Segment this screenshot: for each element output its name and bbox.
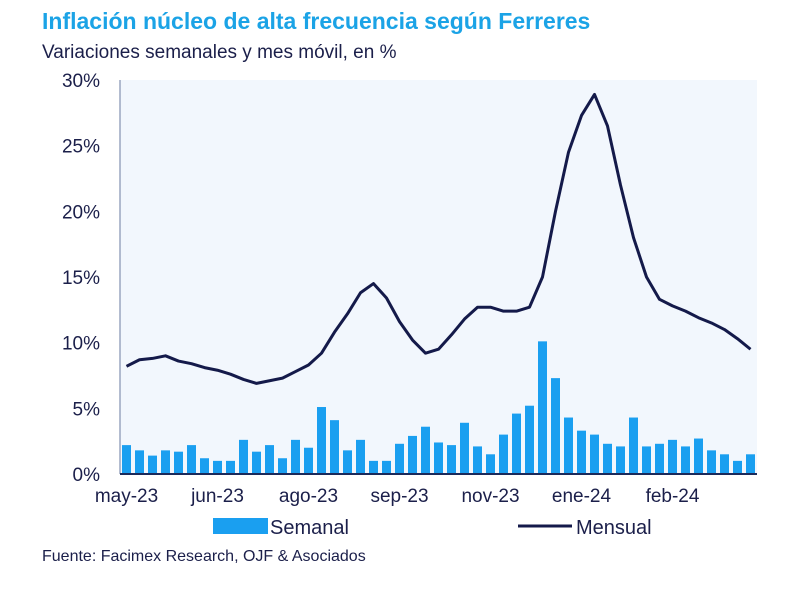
chart-title: Inflación núcleo de alta frecuencia segú… bbox=[42, 8, 591, 34]
bar-semanal bbox=[161, 450, 170, 474]
y-tick-label: 10% bbox=[62, 334, 100, 355]
bar-semanal bbox=[590, 434, 599, 474]
x-tick-label: ene-24 bbox=[552, 486, 612, 507]
bar-semanal bbox=[746, 454, 755, 474]
x-tick-label: ago-23 bbox=[279, 486, 338, 507]
bar-semanal bbox=[291, 439, 300, 474]
bar-semanal bbox=[304, 447, 313, 474]
y-tick-label: 30% bbox=[62, 71, 100, 92]
legend-label-mensual: Mensual bbox=[576, 517, 652, 539]
bar-semanal bbox=[200, 458, 209, 474]
x-tick-label: sep-23 bbox=[370, 486, 428, 507]
bar-semanal bbox=[564, 417, 573, 474]
bar-semanal bbox=[265, 445, 274, 474]
bar-semanal bbox=[395, 443, 404, 474]
bar-semanal bbox=[226, 460, 235, 474]
bar-semanal bbox=[148, 455, 157, 474]
bar-semanal bbox=[655, 443, 664, 474]
y-tick-label: 15% bbox=[62, 268, 100, 289]
bar-semanal bbox=[551, 378, 560, 474]
bar-semanal bbox=[239, 439, 248, 474]
bar-semanal bbox=[382, 460, 391, 474]
bar-semanal bbox=[603, 443, 612, 474]
x-tick-label: nov-23 bbox=[461, 486, 519, 507]
plot-area bbox=[120, 80, 757, 474]
bar-semanal bbox=[525, 405, 534, 474]
bar-semanal bbox=[668, 439, 677, 474]
bar-semanal bbox=[499, 434, 508, 474]
x-tick-label: jun-23 bbox=[190, 486, 244, 507]
legend-swatch-semanal bbox=[213, 518, 268, 534]
x-tick-label: may-23 bbox=[95, 486, 158, 507]
bar-semanal bbox=[486, 454, 495, 474]
bar-semanal bbox=[707, 450, 716, 474]
bar-semanal bbox=[629, 417, 638, 474]
y-tick-label: 5% bbox=[73, 399, 101, 420]
y-tick-label: 20% bbox=[62, 202, 100, 223]
y-tick-label: 0% bbox=[73, 465, 101, 486]
bar-semanal bbox=[512, 413, 521, 474]
y-tick-label: 25% bbox=[62, 137, 100, 158]
bar-semanal bbox=[330, 420, 339, 474]
bar-semanal bbox=[720, 454, 729, 474]
bar-semanal bbox=[213, 460, 222, 474]
bar-semanal bbox=[538, 341, 547, 474]
bar-semanal bbox=[694, 438, 703, 474]
bar-semanal bbox=[317, 407, 326, 474]
x-tick-label: feb-24 bbox=[646, 486, 700, 507]
bar-semanal bbox=[577, 430, 586, 474]
bar-semanal bbox=[174, 451, 183, 474]
bar-semanal bbox=[733, 460, 742, 474]
source-note: Fuente: Facimex Research, OJF & Asociado… bbox=[42, 548, 366, 565]
bar-semanal bbox=[278, 458, 287, 474]
bar-semanal bbox=[421, 426, 430, 474]
bar-semanal bbox=[460, 422, 469, 474]
bar-semanal bbox=[447, 445, 456, 474]
bar-semanal bbox=[343, 450, 352, 474]
bar-semanal bbox=[681, 446, 690, 474]
bar-semanal bbox=[369, 460, 378, 474]
bar-semanal bbox=[252, 451, 261, 474]
bar-semanal bbox=[642, 446, 651, 474]
bar-semanal bbox=[408, 435, 417, 474]
bar-semanal bbox=[187, 445, 196, 474]
chart-subtitle: Variaciones semanales y mes móvil, en % bbox=[42, 42, 397, 63]
line-mensual bbox=[125, 92, 752, 385]
bar-semanal bbox=[616, 446, 625, 474]
bar-semanal bbox=[434, 442, 443, 474]
bar-semanal bbox=[122, 445, 131, 474]
bar-semanal bbox=[473, 446, 482, 474]
bar-semanal bbox=[135, 450, 144, 474]
bar-semanal bbox=[356, 439, 365, 474]
legend-label-semanal: Semanal bbox=[270, 517, 349, 539]
